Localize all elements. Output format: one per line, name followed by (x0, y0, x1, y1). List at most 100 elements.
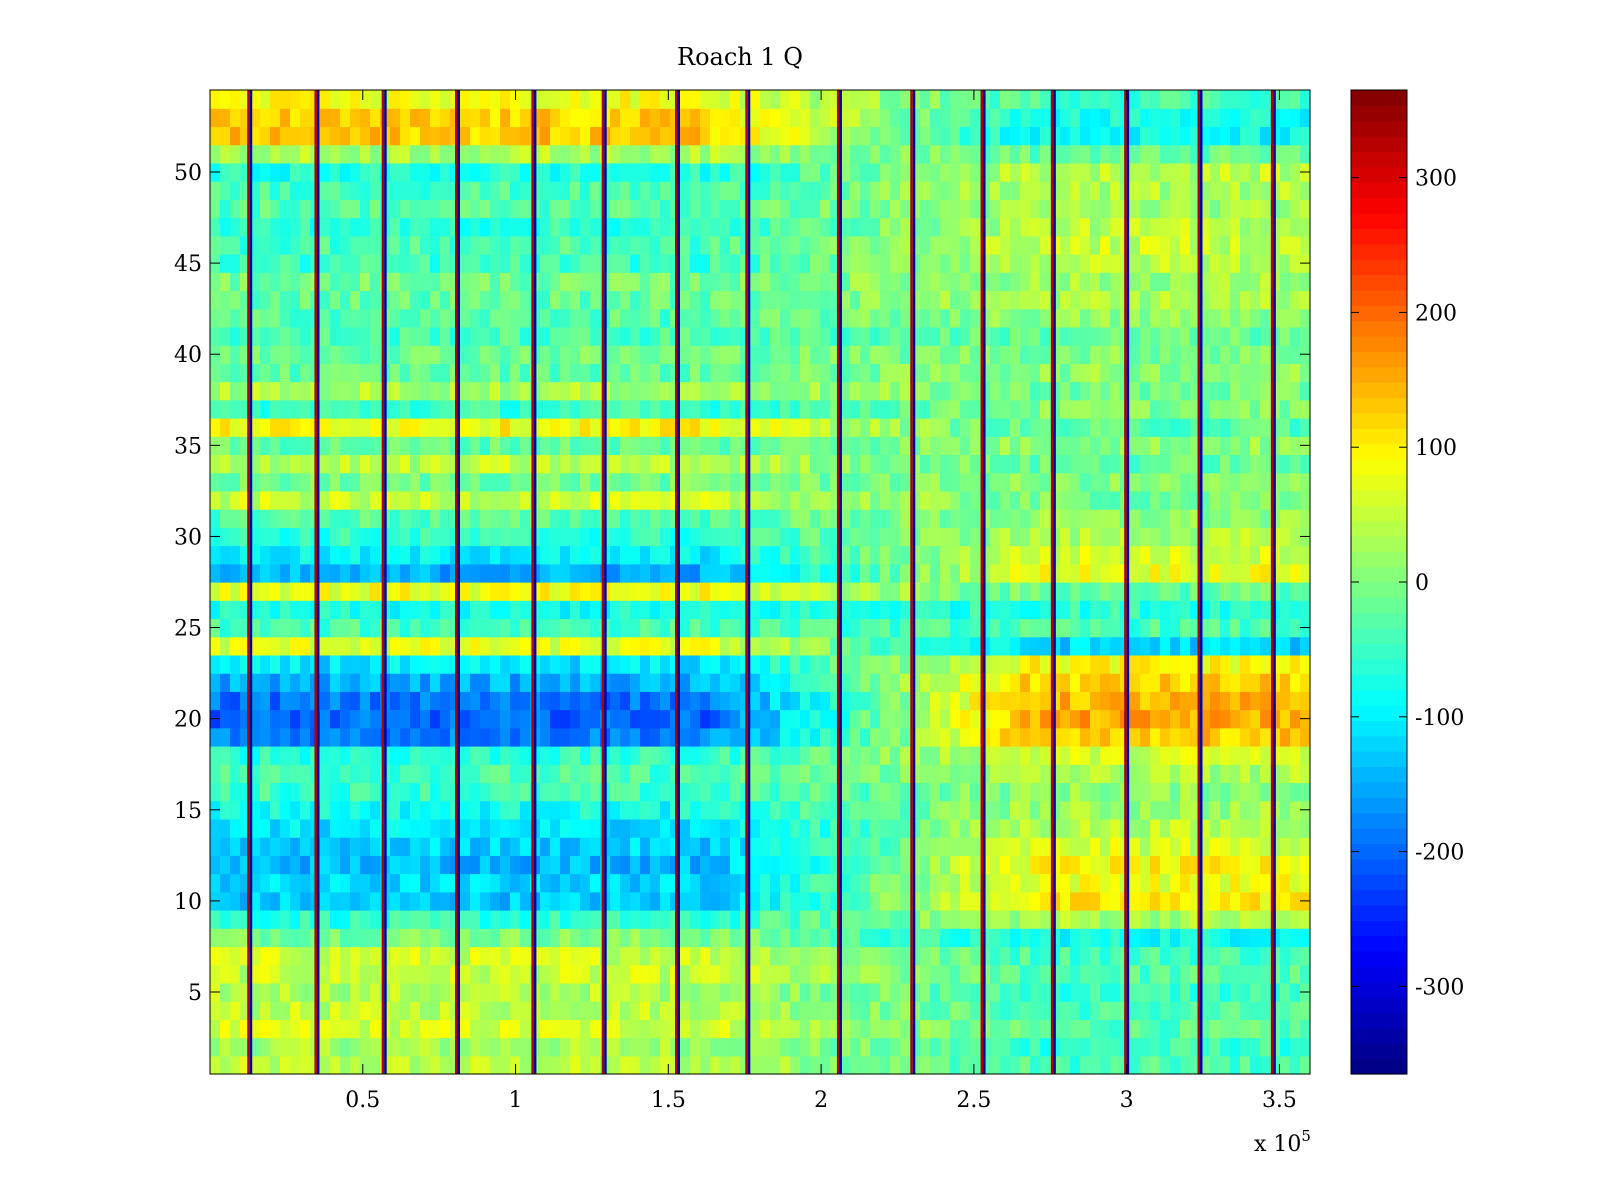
heatmap-cell (330, 363, 341, 383)
heatmap-cell (1200, 964, 1211, 984)
heatmap-cell (270, 837, 281, 856)
heatmap-cell (1090, 673, 1101, 692)
heatmap-cell (550, 345, 561, 364)
heatmap-cell (820, 709, 831, 729)
heatmap-cell (1290, 418, 1301, 437)
heatmap-cell (240, 308, 251, 328)
heatmap-cell (520, 982, 531, 1002)
heatmap-cell (290, 1055, 301, 1075)
heatmap-cell (770, 946, 781, 966)
heatmap-cell (890, 381, 901, 401)
heatmap-cell (1220, 1019, 1231, 1039)
heatmap-cell (1130, 1037, 1141, 1057)
heatmap-cell (630, 308, 641, 328)
heatmap-cell (1130, 946, 1141, 966)
heatmap-cell (560, 399, 571, 419)
heatmap-cell (260, 727, 271, 747)
heatmap-cell (950, 399, 961, 419)
heatmap-cell (690, 290, 701, 310)
heatmap-cell (460, 345, 471, 364)
heatmap-cell (1290, 436, 1301, 456)
heatmap-cell (970, 563, 981, 583)
heatmap-cell (1110, 764, 1121, 784)
heatmap-cell (1130, 290, 1141, 310)
heatmap-cell (550, 928, 561, 948)
heatmap-cell (1170, 418, 1181, 437)
heatmap-cell (1220, 326, 1231, 346)
heatmap-cell (1190, 399, 1201, 419)
heatmap-cell (1060, 618, 1071, 638)
heatmap-cell (790, 1001, 801, 1020)
heatmap-cell (1230, 982, 1241, 1002)
heatmap-cell (1070, 928, 1081, 948)
heatmap-cell (770, 472, 781, 492)
heatmap-cell (880, 418, 891, 437)
heatmap-cell (1070, 618, 1081, 638)
heatmap-cell (1010, 290, 1021, 310)
heatmap-cell (260, 1019, 271, 1039)
heatmap-cell (260, 691, 271, 711)
heatmap-cell (840, 272, 851, 292)
heatmap-cell (880, 727, 891, 747)
heatmap-cell (440, 818, 451, 838)
heatmap-cell (1110, 308, 1121, 328)
heatmap-cell (560, 891, 571, 911)
heatmap-cell (1180, 928, 1191, 948)
heatmap-cell (700, 326, 711, 346)
heatmap-cell (400, 472, 411, 492)
heatmap-cell (340, 928, 351, 948)
heatmap-cell (810, 618, 821, 638)
heatmap-cell (610, 964, 621, 984)
heatmap-cell (1140, 381, 1151, 401)
heatmap-cell (1110, 326, 1121, 346)
heatmap-cell (430, 399, 441, 419)
heatmap-cell (1190, 418, 1201, 437)
heatmap-cell (970, 818, 981, 838)
heatmap-cell (520, 618, 531, 638)
heatmap-cell (220, 691, 231, 711)
heatmap-cell (790, 272, 801, 292)
heatmap-cell (280, 673, 291, 692)
heatmap-cell (560, 964, 571, 984)
heatmap-cell (520, 891, 531, 911)
heatmap-cell (680, 272, 691, 292)
heatmap-cell (970, 436, 981, 456)
heatmap-cell (630, 837, 641, 856)
heatmap-cell (550, 673, 561, 692)
heatmap-cell (940, 837, 951, 856)
heatmap-cell (860, 1001, 871, 1020)
heatmap-cell (270, 363, 281, 383)
heatmap-cell (910, 545, 921, 565)
heatmap-cell (420, 235, 431, 255)
heatmap-cell (830, 582, 841, 601)
heatmap-cell (750, 855, 761, 875)
heatmap-cell (680, 818, 691, 838)
heatmap-cell (510, 1001, 521, 1020)
heatmap-cell (1280, 618, 1291, 638)
heatmap-cell (470, 399, 481, 419)
heatmap-cell (420, 818, 431, 838)
heatmap-cell (260, 454, 271, 474)
heatmap-cell (490, 563, 501, 583)
heatmap-cell (640, 891, 651, 911)
heatmap-cell (460, 1019, 471, 1039)
heatmap-cell (330, 399, 341, 419)
heatmap-cell (540, 509, 551, 528)
heatmap-cell (1100, 691, 1111, 711)
heatmap-cell (1020, 691, 1031, 711)
heatmap-cell (660, 910, 671, 929)
heatmap-cell (840, 746, 851, 765)
heatmap-cell (750, 454, 761, 474)
heatmap-cell (590, 818, 601, 838)
heatmap-cell (1060, 254, 1071, 273)
heatmap-cell (580, 800, 591, 820)
heatmap-cell (620, 308, 631, 328)
heatmap-cell (890, 709, 901, 729)
heatmap-cell (770, 982, 781, 1002)
heatmap-cell (540, 308, 551, 328)
heatmap-cell (650, 436, 661, 456)
heatmap-cell (1100, 800, 1111, 820)
heatmap-cell (390, 290, 401, 310)
heatmap-cell (920, 764, 931, 784)
heatmap-cell (460, 746, 471, 765)
